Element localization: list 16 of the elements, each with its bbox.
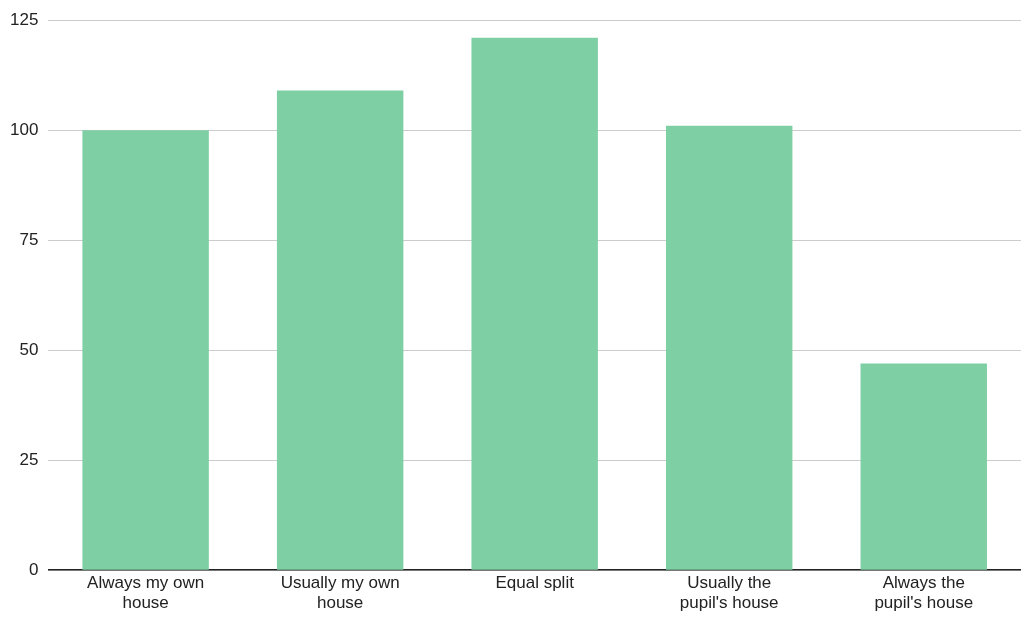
x-tick-label: Always my own house bbox=[87, 573, 205, 613]
x-tick-label: Equal split bbox=[495, 573, 575, 593]
y-tick-label: 50 bbox=[19, 339, 39, 359]
bar bbox=[276, 90, 404, 570]
bar bbox=[860, 363, 987, 570]
x-tick-label: Always the pupil's house bbox=[874, 573, 974, 613]
bar bbox=[82, 130, 209, 570]
x-tick-label: Usually my own house bbox=[280, 573, 400, 613]
bar bbox=[471, 37, 598, 570]
y-tick-label: 75 bbox=[19, 229, 39, 249]
y-tick-label: 25 bbox=[19, 449, 39, 469]
y-tick-label: 125 bbox=[9, 9, 39, 29]
y-tick-label: 100 bbox=[9, 119, 39, 139]
bar bbox=[665, 125, 793, 570]
y-tick-label: 0 bbox=[28, 559, 39, 579]
x-tick-label: Usually the pupil's house bbox=[679, 573, 779, 613]
